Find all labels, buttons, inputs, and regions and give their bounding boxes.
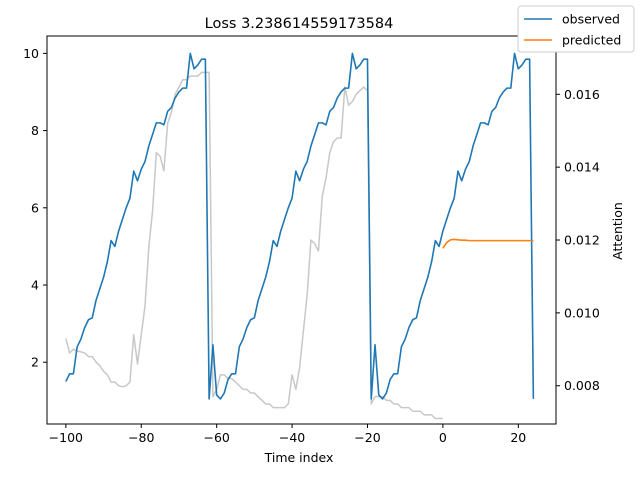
x-axis-label: Time index [264,450,334,465]
y-tick-label: 4 [31,278,39,293]
y-tick-label: 2 [31,355,39,370]
y2-tick-label: 0.012 [564,233,600,248]
x-tick-label: −20 [354,430,380,445]
x-tick-label: 0 [439,430,447,445]
legend-label: observed [562,12,620,27]
y2-tick-label: 0.010 [564,305,600,320]
observed-line [65,52,535,400]
legend: observed predicted [517,5,635,53]
x-tick-label: −40 [279,430,305,445]
y2-tick-label: 0.014 [564,160,600,175]
x-tick-label: −100 [49,430,83,445]
y-tick-label: 6 [31,200,39,215]
axes: −100 −80 −60 −40 −20 0 20 2 4 6 8 10 0.008 0.010 0.012… [23,35,600,445]
x-tick-label: −80 [128,430,154,445]
y2-axis-label: Attention [610,202,625,260]
y2-tick-label: 0.016 [564,87,600,102]
plot-area [65,52,535,420]
attention-line [65,71,443,420]
y-tick-label: 8 [31,123,39,138]
y2-tick-label: 0.008 [564,378,600,393]
y-tick-label: 10 [23,46,39,61]
x-tick-label: −60 [203,430,229,445]
chart-title: Loss 3.238614559173584 [205,16,394,32]
x-tick-label: 20 [510,430,526,445]
plot-frame [46,35,557,425]
legend-label: predicted [562,33,621,48]
predicted-line [442,238,534,249]
